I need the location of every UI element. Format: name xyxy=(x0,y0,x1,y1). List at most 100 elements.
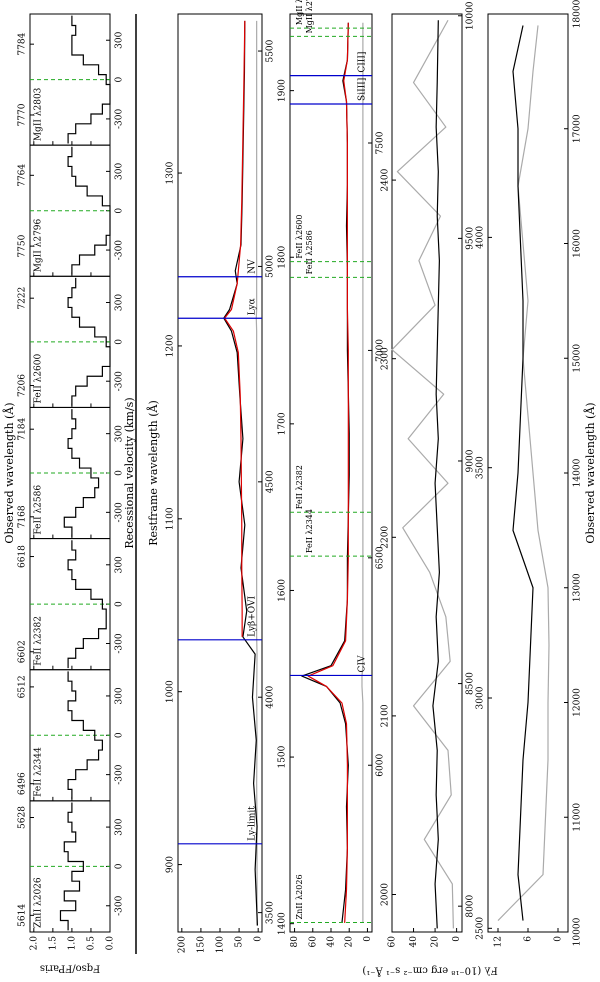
y-tick-label: 60 xyxy=(308,936,318,948)
x-tick-label: 300 xyxy=(115,425,125,442)
x-tick-label: 0 xyxy=(115,76,125,82)
x-tick-label: -300 xyxy=(115,371,125,391)
obs-tick-label: 7206 xyxy=(18,374,28,397)
x-tick-label: 11000 xyxy=(573,803,583,832)
absorber-label: MgII λ2803 xyxy=(295,0,304,25)
x2-tick-label: 1600 xyxy=(278,579,288,602)
absorber-label: FeII λ2382 xyxy=(295,465,304,509)
flux-step xyxy=(67,277,111,406)
y-label: Fqso/FParis xyxy=(40,963,100,974)
y-tick-label: 0 xyxy=(254,936,264,942)
x-tick-label: 15000 xyxy=(573,344,583,373)
spectrum xyxy=(497,25,550,921)
panel-label: FeII λ2600 xyxy=(34,353,44,403)
x-tick-label: 300 xyxy=(115,556,125,573)
flux-step xyxy=(67,540,107,669)
y-tick-label: 50 xyxy=(235,936,245,948)
x-tick-label: 17000 xyxy=(573,114,583,143)
y-tick-label: 150 xyxy=(196,936,206,953)
x-tick-label: 0 xyxy=(115,601,125,607)
line-label: Ly-limit xyxy=(248,806,258,841)
absorber-label: FeII λ2586 xyxy=(305,230,314,274)
x-tick-label: 10000 xyxy=(573,917,583,946)
y-tick-label: 40 xyxy=(409,936,419,948)
flux-step xyxy=(67,146,111,275)
x-tick-label: 9000 xyxy=(466,449,476,472)
x-tick-label: 0 xyxy=(115,339,125,345)
x-tick-label: 4000 xyxy=(266,685,276,708)
y-tick-label: 0.0 xyxy=(106,936,116,951)
spectrum xyxy=(391,19,454,929)
x-tick-label: 9500 xyxy=(466,227,476,250)
x2-tick-label: 1100 xyxy=(166,507,176,530)
panel-label: FeII λ2586 xyxy=(34,485,44,535)
x2-tick-label: 1200 xyxy=(166,334,176,357)
y-tick-label: 6 xyxy=(524,936,534,942)
obs-tick-label: 7764 xyxy=(18,164,28,187)
y-tick-label: 0 xyxy=(554,936,564,942)
x-tick-label: 300 xyxy=(115,163,125,180)
spectrum xyxy=(223,20,259,926)
x2-tick-label: 900 xyxy=(166,856,176,873)
x2-tick-label: 1000 xyxy=(166,680,176,703)
y-tick-label: 1.5 xyxy=(48,936,58,951)
x-tick-label: -300 xyxy=(115,633,125,653)
x-tick-label: 300 xyxy=(115,294,125,311)
y-tick-label: 0 xyxy=(363,936,373,942)
absorber-label: FeII λ2344 xyxy=(305,509,314,553)
flux-step xyxy=(67,671,103,800)
x-tick-label: 8500 xyxy=(466,672,476,695)
panel-label: ZnII λ2026 xyxy=(34,877,44,928)
x-tick-label: 16000 xyxy=(573,229,583,258)
x2-tick-label: 2500 xyxy=(476,917,486,940)
obs-tick-label: 6512 xyxy=(18,675,28,698)
panel-label: MgII λ2796 xyxy=(34,218,44,272)
y-tick-label: 20 xyxy=(345,936,355,948)
x2-tick-label: 2300 xyxy=(381,347,391,370)
x-tick-label: 6500 xyxy=(376,546,386,569)
spectrum xyxy=(361,22,364,923)
flux-step xyxy=(59,802,84,931)
x-tick-label: 7500 xyxy=(376,131,386,154)
x-tick-label: 3500 xyxy=(266,901,276,924)
x2-tick-label: 2200 xyxy=(381,526,391,549)
x2-tick-label: 1900 xyxy=(278,79,288,102)
line-label: CIII] xyxy=(358,52,368,73)
x-tick-label: 5000 xyxy=(266,255,276,278)
line-label: Lyα xyxy=(248,298,258,315)
obs-tick-label: 5614 xyxy=(18,904,28,927)
line-label: SiIII] xyxy=(358,78,368,101)
obs-tick-label: 7770 xyxy=(18,103,28,126)
spectrum xyxy=(307,22,349,923)
absorber-label: MgII λ2796 xyxy=(305,0,314,33)
obs-tick-label: 6496 xyxy=(18,772,28,795)
x-tick-label: 300 xyxy=(115,31,125,48)
x-tick-label: 4500 xyxy=(266,470,276,493)
obs-tick-label: 7784 xyxy=(18,32,28,55)
y-tick-label: 40 xyxy=(327,936,337,948)
obs-tick-label: 7222 xyxy=(18,287,28,310)
x-tick-label: 8000 xyxy=(466,894,476,917)
panel-frame xyxy=(177,13,263,933)
title: Observed wavelength (Å) xyxy=(2,402,16,543)
x-tick-label: 6000 xyxy=(376,754,386,777)
x-label: Recessional velocity (km/s) xyxy=(123,397,136,548)
x2-tick-label: 1500 xyxy=(278,745,288,768)
panel-label: MgII λ2803 xyxy=(34,87,44,141)
x2-tick-label: 2400 xyxy=(381,168,391,191)
x-tick-label: -300 xyxy=(115,764,125,784)
x2-tick-label: 2100 xyxy=(381,704,391,727)
x-tick-label: 12000 xyxy=(573,688,583,717)
y-tick-label: 1.0 xyxy=(67,936,77,951)
spectrum xyxy=(432,20,440,929)
x-tick-label: 13000 xyxy=(573,573,583,602)
y-tick-label: 60 xyxy=(388,936,398,948)
y-tick-label: 0.5 xyxy=(86,936,96,951)
x-tick-label: 0 xyxy=(115,732,125,738)
x2-label: Restframe wavelength (Å) xyxy=(146,400,160,546)
x2-tick-label: 3500 xyxy=(476,456,486,479)
line-label: NV xyxy=(248,259,258,274)
x2-tick-label: 1300 xyxy=(166,161,176,184)
y-tick-label: 20 xyxy=(431,936,441,948)
